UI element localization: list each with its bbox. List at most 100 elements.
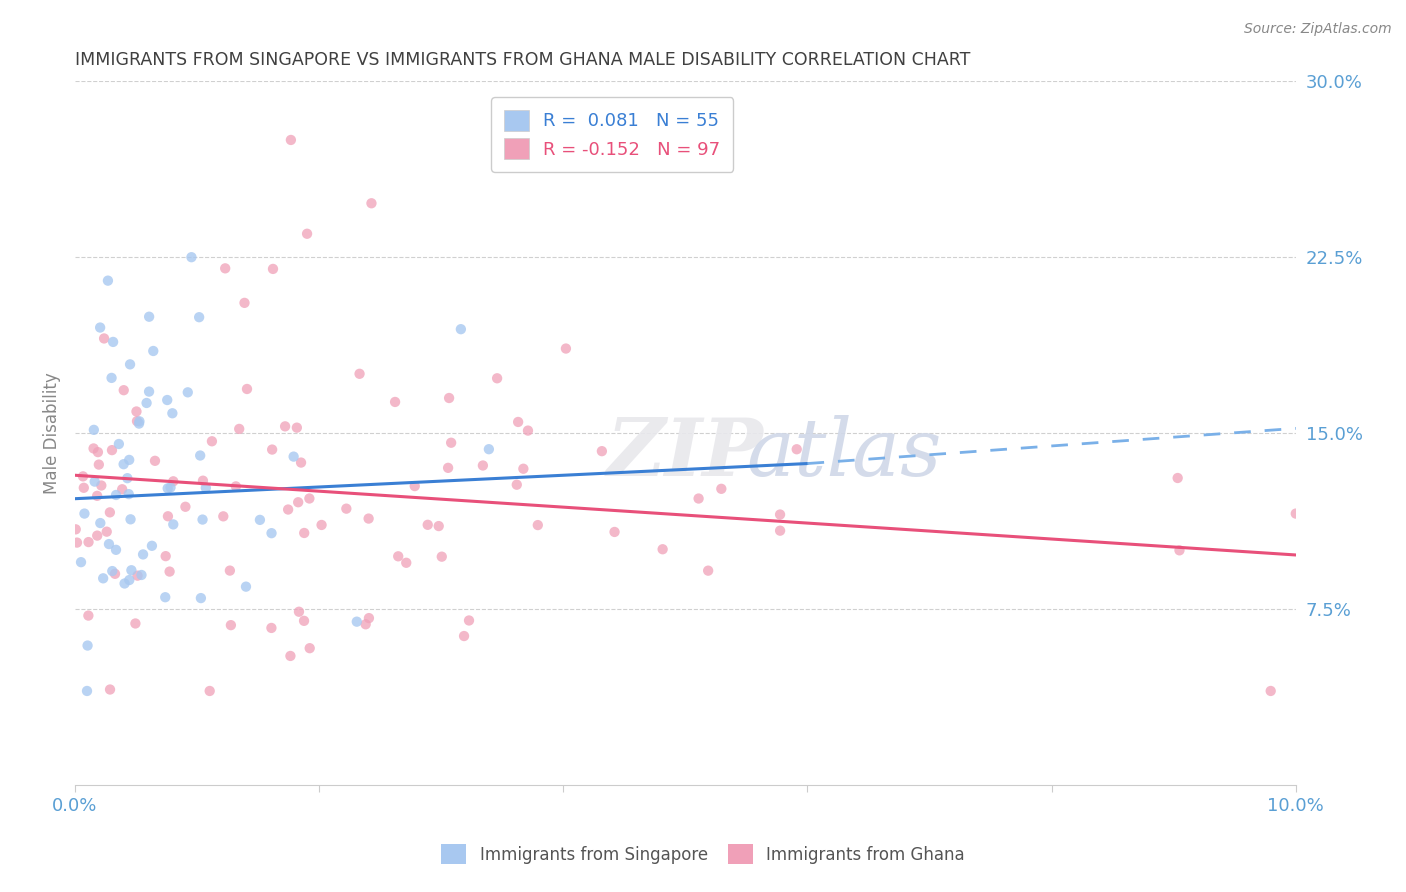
- Point: [191, 512, 214, 526]
- Point: [651, 542, 673, 557]
- Point: [190, 591, 212, 606]
- Point: [437, 391, 460, 405]
- Point: [98, 505, 121, 519]
- Point: [478, 442, 501, 457]
- Point: [70, 555, 93, 569]
- Point: [360, 196, 382, 211]
- Point: [138, 310, 160, 324]
- Point: [508, 415, 530, 429]
- Point: [260, 621, 283, 635]
- Point: [287, 495, 309, 509]
- Point: [527, 518, 550, 533]
- Point: [112, 457, 135, 471]
- Point: [517, 424, 540, 438]
- Point: [298, 491, 321, 506]
- Point: [384, 395, 406, 409]
- Point: [404, 479, 426, 493]
- Point: [349, 367, 371, 381]
- Point: [108, 437, 131, 451]
- Point: [142, 343, 165, 358]
- Point: [114, 576, 136, 591]
- Point: [218, 564, 240, 578]
- Point: [346, 615, 368, 629]
- Point: [440, 435, 463, 450]
- Point: [212, 509, 235, 524]
- Point: [450, 322, 472, 336]
- Point: [101, 334, 124, 349]
- Point: [159, 565, 181, 579]
- Point: [120, 563, 142, 577]
- Point: [214, 261, 236, 276]
- Point: [288, 605, 311, 619]
- Point: [76, 639, 98, 653]
- Point: [262, 261, 284, 276]
- Point: [283, 450, 305, 464]
- Point: [603, 524, 626, 539]
- Point: [105, 542, 128, 557]
- Point: [162, 406, 184, 420]
- Point: [66, 535, 89, 549]
- Point: [512, 461, 534, 475]
- Point: [688, 491, 710, 506]
- Point: [96, 524, 118, 539]
- Point: [83, 475, 105, 489]
- Point: [86, 489, 108, 503]
- Point: [191, 474, 214, 488]
- Point: [90, 478, 112, 492]
- Point: [335, 501, 357, 516]
- Point: [280, 133, 302, 147]
- Point: [697, 564, 720, 578]
- Point: [1167, 471, 1189, 485]
- Point: [430, 549, 453, 564]
- Point: [111, 482, 134, 496]
- Point: [453, 629, 475, 643]
- Point: [91, 571, 114, 585]
- Point: [437, 460, 460, 475]
- Point: [769, 508, 792, 522]
- Point: [73, 507, 96, 521]
- Point: [201, 434, 224, 449]
- Point: [101, 564, 124, 578]
- Text: IMMIGRANTS FROM SINGAPORE VS IMMIGRANTS FROM GHANA MALE DISABILITY CORRELATION C: IMMIGRANTS FROM SINGAPORE VS IMMIGRANTS …: [75, 51, 970, 69]
- Point: [387, 549, 409, 564]
- Point: [177, 385, 200, 400]
- Legend: Immigrants from Singapore, Immigrants from Ghana: Immigrants from Singapore, Immigrants fr…: [434, 838, 972, 871]
- Point: [118, 573, 141, 587]
- Point: [295, 227, 318, 241]
- Point: [155, 591, 177, 605]
- Point: [225, 479, 247, 493]
- Point: [188, 310, 211, 325]
- Point: [128, 417, 150, 431]
- Point: [769, 524, 792, 538]
- Point: [89, 516, 111, 530]
- Point: [249, 513, 271, 527]
- Point: [105, 488, 128, 502]
- Point: [506, 477, 529, 491]
- Point: [311, 518, 333, 533]
- Point: [127, 568, 149, 582]
- Point: [87, 458, 110, 472]
- Point: [125, 414, 148, 428]
- Point: [155, 549, 177, 563]
- Point: [1168, 543, 1191, 558]
- Point: [77, 535, 100, 549]
- Point: [710, 482, 733, 496]
- Point: [156, 509, 179, 524]
- Point: [87, 445, 110, 459]
- Point: [219, 618, 242, 632]
- Point: [228, 422, 250, 436]
- Point: [235, 580, 257, 594]
- Point: [135, 396, 157, 410]
- Point: [274, 419, 297, 434]
- Point: [118, 487, 141, 501]
- Point: [97, 274, 120, 288]
- Point: [277, 502, 299, 516]
- Point: [100, 371, 122, 385]
- Point: [124, 616, 146, 631]
- Point: [143, 454, 166, 468]
- Point: [357, 511, 380, 525]
- Point: [72, 469, 94, 483]
- Point: [486, 371, 509, 385]
- Point: [395, 556, 418, 570]
- Point: [65, 522, 87, 536]
